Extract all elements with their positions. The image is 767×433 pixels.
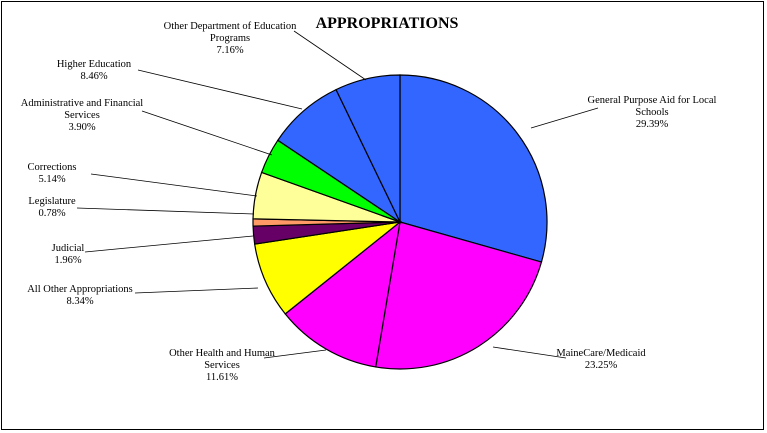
slice-label-line: General Purpose Aid for Local (588, 95, 717, 106)
pie-slice-1 (374, 221, 543, 370)
leader-line-0 (530, 107, 599, 129)
chart-title: APPROPRIATIONS (316, 15, 459, 32)
leader-line-1 (492, 346, 567, 359)
pie-slice-2 (284, 220, 401, 368)
slice-percent: 1.96% (54, 255, 81, 266)
leader-line-2 (263, 349, 327, 359)
slice-label-9: Other Department of Education Programs 7.1… (164, 21, 297, 56)
slice-label-8: Higher Education 8.46% (57, 59, 132, 82)
slice-percent: 8.46% (80, 71, 107, 82)
slice-label-line: Services (64, 110, 100, 121)
slice-label-line: Higher Education (57, 59, 132, 70)
slice-label-line: Services (204, 360, 240, 371)
slice-percent: 5.14% (38, 174, 65, 185)
slice-percent: 23.25% (585, 360, 618, 371)
slice-label-4: Judicial 1.96% (52, 243, 85, 266)
leader-line-3 (134, 287, 259, 294)
slice-label-2: Other Health and Human Services 11.61% (169, 348, 276, 383)
slice-label-6: Corrections 5.14% (28, 162, 77, 185)
slice-percent: 11.61% (206, 372, 238, 383)
slice-label-line: Other Department of Education (164, 21, 297, 32)
slice-label-line: Corrections (28, 162, 77, 173)
leader-line-5 (76, 207, 255, 215)
slice-label-line: Schools (635, 107, 668, 118)
leader-line-9 (293, 30, 367, 81)
slice-percent: 29.39% (636, 119, 669, 130)
slice-percent: 0.78% (38, 208, 65, 219)
slice-label-line: Judicial (52, 243, 85, 254)
slice-label-line: MaineCare/Medicaid (556, 348, 646, 359)
slice-label-5: Legislature 0.78% (28, 196, 76, 219)
slice-label-1: MaineCare/Medicaid 23.25% (556, 348, 646, 371)
slice-label-0: General Purpose Aid for Local Schools 29.3… (588, 95, 717, 130)
leader-line-8 (137, 69, 303, 110)
slice-label-line: Programs (210, 33, 250, 44)
slice-label-line: Other Health and Human (169, 348, 276, 359)
pie-slice-9 (335, 74, 401, 223)
slice-percent: 8.34% (66, 296, 93, 307)
slice-label-line: Administrative and Financial (21, 98, 144, 109)
leader-line-4 (84, 235, 254, 253)
slice-label-line: All Other Appropriations (27, 284, 133, 295)
leader-line-6 (90, 173, 258, 197)
slice-label-3: All Other Appropriations 8.34% (27, 284, 133, 307)
pie-slice-0 (399, 74, 548, 263)
slice-label-7: Administrative and Financial Services 3.90… (21, 98, 144, 133)
slice-percent: 7.16% (216, 45, 243, 56)
leader-line-7 (141, 110, 273, 156)
slice-label-line: Legislature (28, 196, 76, 207)
slice-percent: 3.90% (68, 122, 95, 133)
